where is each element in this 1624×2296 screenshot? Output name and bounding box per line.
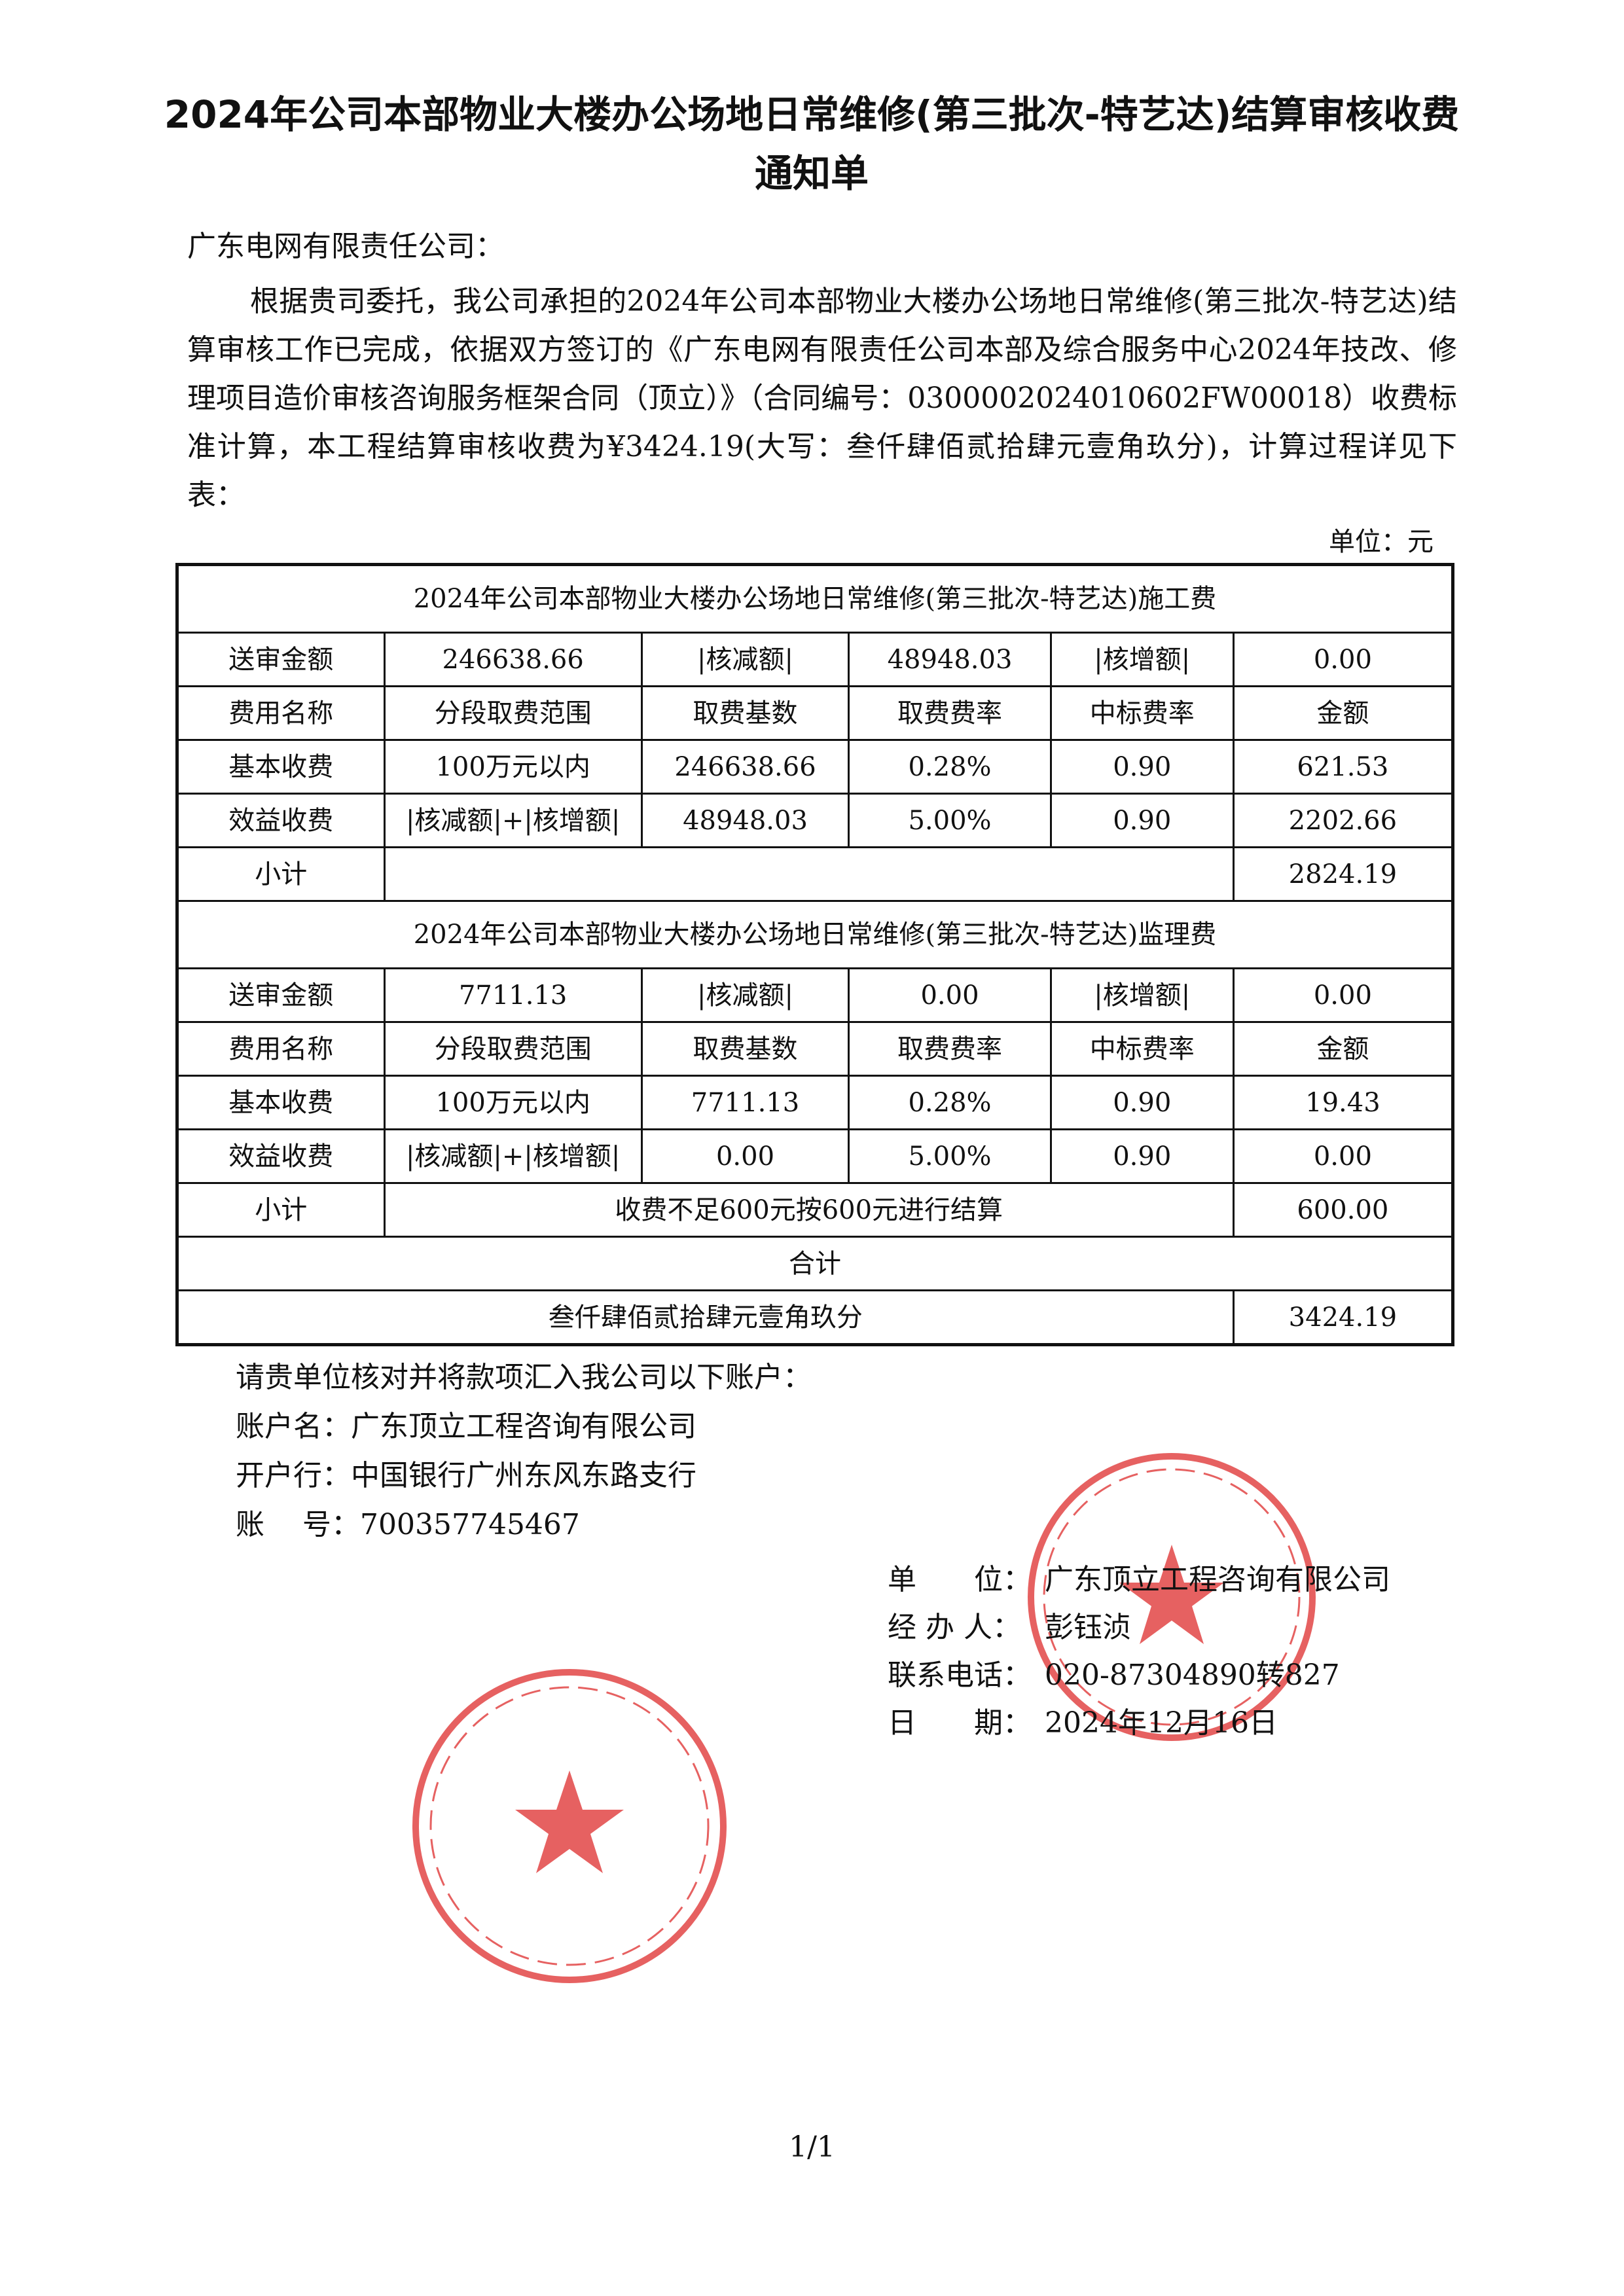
total-label: 合计 [176, 1236, 1454, 1291]
document-title: 2024年公司本部物业大楼办公场地日常维修(第三批次-特艺达)结算审核收费通知单 [164, 92, 1460, 196]
table-cell: 7711.13 [383, 967, 643, 1023]
section-heading: 2024年公司本部物业大楼办公场地日常维修(第三批次-特艺达)监理费 [176, 900, 1454, 969]
payment-intro: 请贵单位核对并将款项汇入我公司以下账户： [236, 1361, 812, 1394]
subtotal-amount: 2824.19 [1232, 846, 1454, 902]
subtotal-label: 小计 [176, 1182, 386, 1238]
signature-phone-label: 联系电话： [888, 1659, 1032, 1692]
header-row: 费用名称 分段取费范围 取费基数 取费费率 中标费率 金额 [176, 685, 1454, 741]
table-cell: |核减额| [640, 632, 850, 687]
signature-phone-value: 020-87304890转827 [1045, 1659, 1340, 1692]
table-cell: 0.90 [1049, 1128, 1235, 1184]
account-name: 账户名：广东顶立工程咨询有限公司 [236, 1410, 696, 1443]
subtotal-amount: 600.00 [1232, 1182, 1454, 1238]
table-cell: 基本收费 [176, 739, 386, 795]
star-icon [1119, 1545, 1224, 1644]
star-icon [515, 1770, 624, 1873]
column-header: 金额 [1232, 685, 1454, 741]
total-row: 叁仟肆佰贰拾肆元壹角玖分 3424.19 [176, 1289, 1454, 1346]
column-header: 金额 [1232, 1021, 1454, 1077]
table-cell: 0.00 [640, 1128, 850, 1184]
table-cell: 0.00 [1232, 967, 1454, 1023]
signature-handler-value: 彭钰浈 [1045, 1611, 1131, 1644]
section-heading: 2024年公司本部物业大楼办公场地日常维修(第三批次-特艺达)施工费 [176, 564, 1454, 634]
table-cell: 0.28% [848, 739, 1052, 795]
table-cell: 100万元以内 [383, 1075, 643, 1130]
signature-unit: 单 位： 广东顶立工程咨询有限公司 [888, 1556, 1624, 1604]
table-row: 基本收费 100万元以内 7711.13 0.28% 0.90 19.43 [176, 1075, 1454, 1130]
table-cell: 0.28% [848, 1075, 1052, 1130]
submitted-row: 送审金额 7711.13 |核减额| 0.00 |核增额| 0.00 [176, 967, 1454, 1023]
body-paragraph: 根据贵司委托，我公司承担的2024年公司本部物业大楼办公场地日常维修(第三批次-… [187, 285, 1457, 512]
table-cell: 100万元以内 [383, 739, 643, 795]
table-cell: 基本收费 [176, 1075, 386, 1130]
table-cell: 5.00% [848, 1128, 1052, 1184]
header-row: 费用名称 分段取费范围 取费基数 取费费率 中标费率 金额 [176, 1021, 1454, 1077]
table-cell: 0.90 [1049, 1075, 1235, 1130]
table-cell: |核减额|+|核增额| [383, 1128, 643, 1184]
column-header: 分段取费范围 [383, 1021, 643, 1077]
column-header: 取费费率 [848, 1021, 1052, 1077]
signature-handler: 经 办 人： 彭钰浈 [888, 1604, 1624, 1651]
bank-name: 开户行：中国银行广州东风东路支行 [236, 1459, 696, 1492]
column-header: 取费基数 [640, 1021, 850, 1077]
submitted-row: 送审金额 246638.66 |核减额| 48948.03 |核增额| 0.00 [176, 632, 1454, 687]
page-number: 1/1 [789, 2130, 835, 2164]
table-cell: 0.90 [1049, 739, 1235, 795]
table-cell: |核减额|+|核增额| [383, 793, 643, 848]
column-header: 分段取费范围 [383, 685, 643, 741]
table-cell: 效益收费 [176, 793, 386, 848]
section-heading-row: 2024年公司本部物业大楼办公场地日常维修(第三批次-特艺达)监理费 [176, 900, 1454, 969]
column-header: 取费费率 [848, 685, 1052, 741]
total-amount: 3424.19 [1232, 1289, 1454, 1346]
account-number: 账 号：700357745467 [236, 1508, 580, 1541]
unit-label: 单位：元 [1329, 527, 1434, 557]
signature-phone: 联系电话： 020-87304890转827 [888, 1651, 1624, 1699]
table-cell: |核增额| [1049, 967, 1235, 1023]
table-cell: 19.43 [1232, 1075, 1454, 1130]
table-row: 基本收费 100万元以内 246638.66 0.28% 0.90 621.53 [176, 739, 1454, 795]
table-cell: |核减额| [640, 967, 850, 1023]
addressee: 广东电网有限责任公司： [187, 230, 504, 263]
table-cell: |核增额| [1049, 632, 1235, 687]
column-header: 费用名称 [176, 1021, 386, 1077]
column-header: 取费基数 [640, 685, 850, 741]
table-cell: 0.00 [848, 967, 1052, 1023]
signature-unit-label: 单 位： [888, 1563, 1032, 1596]
issuer-stamp [1028, 1453, 1316, 1741]
table-cell: 送审金额 [176, 967, 386, 1023]
table-cell: 2202.66 [1232, 793, 1454, 848]
total-words: 叁仟肆佰贰拾肆元壹角玖分 [176, 1289, 1235, 1346]
recipient-stamp [412, 1669, 727, 1983]
table-cell: 7711.13 [640, 1075, 850, 1130]
table-cell: 48948.03 [640, 793, 850, 848]
column-header: 中标费率 [1049, 1021, 1235, 1077]
subtotal-note [383, 846, 1235, 902]
section-heading-row: 2024年公司本部物业大楼办公场地日常维修(第三批次-特艺达)施工费 [176, 564, 1454, 634]
table-cell: 246638.66 [640, 739, 850, 795]
column-header: 中标费率 [1049, 685, 1235, 741]
table-row: 效益收费 |核减额|+|核增额| 48948.03 5.00% 0.90 2202.66 [176, 793, 1454, 848]
table-cell: 621.53 [1232, 739, 1454, 795]
table-cell: 0.90 [1049, 793, 1235, 848]
table-cell: 0.00 [1232, 632, 1454, 687]
subtotal-note: 收费不足600元按600元进行结算 [383, 1182, 1235, 1238]
signature-unit-value: 广东顶立工程咨询有限公司 [1045, 1563, 1390, 1596]
table-cell: 效益收费 [176, 1128, 386, 1184]
table-cell: 48948.03 [848, 632, 1052, 687]
total-heading-row: 合计 [176, 1236, 1454, 1291]
table-cell: 送审金额 [176, 632, 386, 687]
table-cell: 5.00% [848, 793, 1052, 848]
fee-table: 2024年公司本部物业大楼办公场地日常维修(第三批次-特艺达)施工费 送审金额 24… [175, 563, 1454, 1346]
signature-date: 日 期： 2024年12月16日 [888, 1699, 1624, 1747]
table-row: 效益收费 |核减额|+|核增额| 0.00 5.00% 0.90 0.00 [176, 1128, 1454, 1184]
table-cell: 0.00 [1232, 1128, 1454, 1184]
subtotal-row: 小计 2824.19 [176, 846, 1454, 902]
subtotal-label: 小计 [176, 846, 386, 902]
table-cell: 246638.66 [383, 632, 643, 687]
signature-handler-label: 经 办 人： [888, 1611, 1021, 1644]
signature-date-value: 2024年12月16日 [1045, 1706, 1278, 1740]
subtotal-row: 小计 收费不足600元按600元进行结算 600.00 [176, 1182, 1454, 1238]
column-header: 费用名称 [176, 685, 386, 741]
signature-date-label: 日 期： [888, 1706, 1032, 1740]
